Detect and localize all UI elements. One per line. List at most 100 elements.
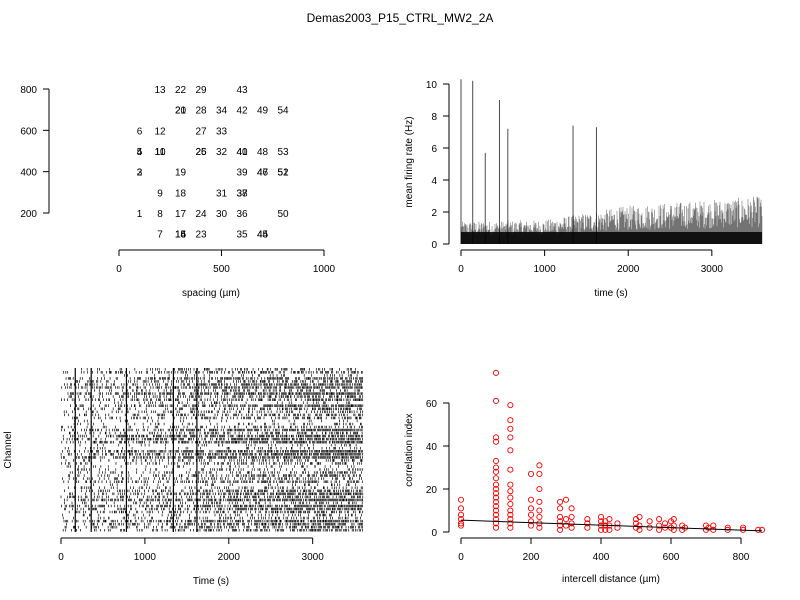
correlation-point <box>670 526 677 533</box>
raster-x-axis-label: Time (s) <box>193 576 229 587</box>
correlation-point <box>758 526 766 533</box>
electrode-label: 45 <box>257 230 269 241</box>
electrode-label: 20 <box>175 106 187 117</box>
electrode-label: 10 <box>154 147 166 158</box>
correlation-point <box>536 462 543 469</box>
layout-x-tick-label: 0 <box>116 264 122 275</box>
correlation-x-tick-label: 200 <box>523 552 540 563</box>
correlation-point <box>557 522 564 529</box>
correlation-point <box>527 505 535 512</box>
electrode-label: 43 <box>236 85 248 96</box>
correlation-y-axis-label: correlation index <box>404 413 415 486</box>
correlation-point <box>710 522 717 529</box>
electrode-label: 9 <box>157 188 163 199</box>
correlation-point <box>646 518 653 525</box>
correlation-point <box>568 513 575 521</box>
electrode-label: 52 <box>277 168 289 179</box>
correlation-point <box>562 516 570 523</box>
correlation-point <box>562 522 570 529</box>
electrode-label: 31 <box>216 188 228 199</box>
correlation-point <box>584 520 591 527</box>
correlation-point <box>507 481 514 488</box>
correlation-points <box>457 369 766 533</box>
raster-spike-ticks <box>60 368 364 532</box>
firing-rate-y-tick-label: 10 <box>426 80 438 91</box>
electrode-label: 40 <box>236 147 248 158</box>
electrode-label: 12 <box>154 126 166 137</box>
layout-axes: 0 500 1000 200 400 600 800 <box>20 85 335 275</box>
firing-rate-y-tick-label: 6 <box>431 144 437 155</box>
firing-rate-y-axis-label: mean firing rate (Hz) <box>404 116 415 207</box>
electrode-label: 38 <box>236 188 248 199</box>
correlation-point <box>597 526 605 533</box>
raster-y-axis-label: Channel <box>3 431 14 468</box>
panel-firing-rate: 0 1000 2000 3000 0 2 4 6 8 10 time (s) mean firin… <box>404 79 763 299</box>
raster-x-tick-label: 2000 <box>218 552 241 563</box>
correlation-point <box>492 524 500 531</box>
electrode-label: 21 <box>175 106 187 117</box>
correlation-point <box>636 513 643 521</box>
panel-correlation: 0 200 400 600 800 0 20 40 60 intercell distance … <box>404 369 766 585</box>
electrode-label: 18 <box>175 188 187 199</box>
electrode-label: 54 <box>277 106 289 117</box>
electrode-label: 36 <box>236 209 248 220</box>
correlation-point <box>507 520 514 527</box>
correlation-point <box>536 513 543 521</box>
electrode-label: 27 <box>195 126 207 137</box>
correlation-point <box>562 496 570 503</box>
correlation-point <box>507 434 514 441</box>
correlation-fit <box>460 519 763 532</box>
electrode-label: 46 <box>257 168 269 179</box>
correlation-point <box>755 526 762 533</box>
correlation-point <box>492 485 500 493</box>
layout-y-tick-label: 400 <box>20 168 37 179</box>
correlation-point <box>584 516 591 523</box>
electrode-label: 35 <box>236 230 248 241</box>
correlation-point <box>536 507 543 514</box>
correlation-point <box>457 520 465 527</box>
correlation-point <box>527 511 535 518</box>
correlation-point <box>457 511 465 518</box>
correlation-point <box>492 481 500 488</box>
raster-axes: 0 1000 2000 3000 <box>58 537 324 563</box>
correlation-point <box>507 524 514 531</box>
raster-x-tick-label: 0 <box>58 552 64 563</box>
firing-rate-axes: 0 1000 2000 3000 0 2 4 6 8 10 <box>426 80 724 275</box>
electrode-label: 28 <box>195 106 207 117</box>
electrode-label: 42 <box>236 106 248 117</box>
correlation-point <box>492 520 500 527</box>
correlation-axes: 0 200 400 600 800 0 20 40 60 <box>426 399 750 563</box>
correlation-point <box>492 457 500 465</box>
electrode-label: 7 <box>157 230 163 241</box>
correlation-point <box>507 511 514 518</box>
correlation-fit-line <box>460 519 763 532</box>
correlation-x-tick-label: 0 <box>458 552 464 563</box>
correlation-point <box>492 464 500 471</box>
correlation-point <box>606 526 613 533</box>
firing-rate-x-tick-label: 1000 <box>533 264 556 275</box>
electrode-label: 25 <box>195 147 207 158</box>
correlation-point <box>536 524 543 531</box>
correlation-point <box>597 518 605 525</box>
electrode-label: 3 <box>137 168 143 179</box>
correlation-point <box>656 522 663 529</box>
electrode-label: 47 <box>257 168 269 179</box>
firing-rate-x-axis-label: time (s) <box>594 288 627 299</box>
electrode-label: 49 <box>257 106 269 117</box>
electrode-label: 30 <box>216 209 228 220</box>
correlation-x-axis-label: intercell distance (µm) <box>562 574 660 585</box>
firing-rate-baseline-band <box>461 232 762 244</box>
electrode-label: 6 <box>137 126 143 137</box>
electrode-label: 33 <box>216 126 228 137</box>
correlation-y-tick-label: 20 <box>426 485 438 496</box>
electrode-label: 22 <box>175 85 187 96</box>
electrode-label: 13 <box>154 85 166 96</box>
electrode-label: 44 <box>257 230 269 241</box>
raster-x-tick-label: 1000 <box>134 552 157 563</box>
correlation-point <box>492 507 500 514</box>
correlation-point <box>602 526 609 533</box>
correlation-point <box>507 488 514 495</box>
